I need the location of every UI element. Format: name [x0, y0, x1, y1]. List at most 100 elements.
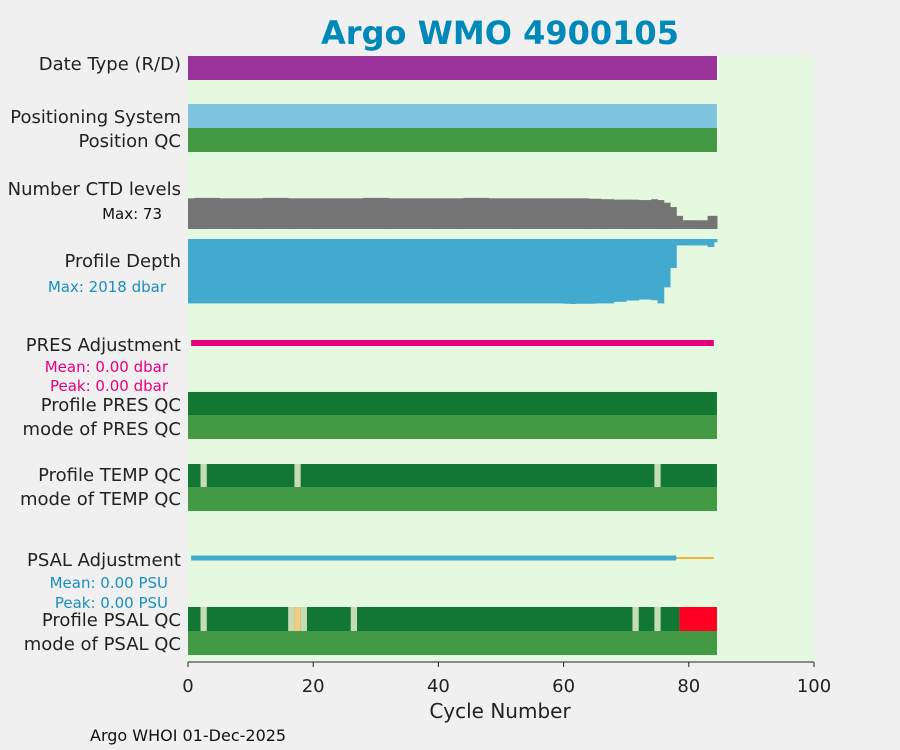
depth-bar	[713, 239, 718, 243]
ctd-bar	[670, 207, 677, 229]
ctd-bar	[657, 200, 665, 229]
row-mark-psal_qc	[654, 607, 661, 631]
row-flag-psal_qc	[679, 607, 717, 631]
depth-bar	[594, 239, 608, 304]
depth-bar	[707, 239, 715, 248]
ctd-bar	[488, 198, 515, 229]
depth-bar	[551, 239, 565, 304]
ctd-max-label: Max: 73	[102, 205, 162, 223]
ctd-bar	[688, 220, 696, 229]
x-tick-label: 60	[552, 676, 575, 697]
ctd-bar	[644, 200, 652, 229]
x-tick-label: 80	[677, 676, 700, 697]
depth-bar	[569, 239, 577, 304]
ctd-label: Number CTD levels	[8, 179, 181, 200]
ctd-bar	[638, 200, 646, 229]
qc-rows	[188, 56, 717, 655]
ctd-bar	[288, 198, 314, 229]
x-tick-label: 40	[427, 676, 450, 697]
row-label-pos_sys: Positioning System	[10, 107, 181, 128]
psal-adj-label: PSAL Adjustment	[27, 550, 181, 571]
psal-adj-peak: Peak: 0.00 PSU	[55, 594, 168, 612]
ctd-bar	[695, 220, 702, 229]
x-axis: 0 20 40 60 80 100	[182, 661, 831, 697]
pres-adj-label: PRES Adjustment	[26, 335, 181, 356]
depth-bar	[563, 239, 571, 304]
ctd-bar	[338, 198, 364, 229]
ctd-bar	[713, 215, 718, 229]
ctd-bar	[513, 198, 540, 229]
row-mark-psal_qc	[300, 607, 307, 631]
row-mark-temp_qc	[200, 464, 207, 487]
row-label-pres_qc: Profile PRES QC	[41, 395, 181, 416]
ctd-bar	[601, 199, 615, 229]
depth-bar	[188, 239, 252, 304]
depth-bar	[501, 239, 552, 304]
x-tick-label: 0	[182, 676, 193, 697]
row-bar-pres_mode	[188, 415, 717, 439]
ctd-bar	[219, 198, 239, 229]
ctd-bar	[588, 198, 602, 229]
row-label-pres_mode: mode of PRES QC	[23, 419, 181, 440]
ctd-bar	[463, 197, 489, 229]
ctd-bar	[676, 215, 684, 229]
ctd-bar	[651, 199, 658, 229]
row-mark-psal_qc	[350, 607, 358, 631]
row-label-pos_qc: Position QC	[78, 131, 181, 152]
depth-bar	[576, 239, 596, 304]
ctd-bar	[438, 198, 464, 229]
depth-bar	[670, 239, 677, 268]
ctd-bar	[563, 198, 590, 229]
row-mark-temp_qc	[654, 464, 661, 487]
ctd-levels-series	[188, 197, 718, 229]
ctd-bar	[626, 199, 640, 229]
ctd-bar	[538, 198, 565, 229]
depth-bar	[701, 239, 709, 246]
depth-max-label: Max: 2018 dbar	[48, 278, 167, 296]
ctd-bar	[663, 202, 671, 229]
depth-bar	[663, 239, 671, 288]
depth-bar	[613, 239, 627, 302]
row-mark-psal_qc	[294, 607, 301, 631]
depth-bar	[607, 239, 615, 304]
pres-adj-peak: Peak: 0.00 dbar	[50, 377, 169, 395]
x-tick-label: 100	[797, 676, 831, 697]
pres-adj-mean: Mean: 0.00 dbar	[45, 358, 169, 376]
row-bar-pos_sys	[188, 104, 717, 128]
depth-bar	[688, 239, 702, 246]
ctd-bar	[194, 197, 202, 229]
row-bar-pres_qc	[188, 392, 717, 415]
ctd-bar	[613, 199, 627, 229]
ctd-bar	[363, 197, 389, 229]
row-bar-date_type	[188, 56, 717, 80]
row-bar-temp_mode	[188, 487, 717, 511]
profile-depth-series	[188, 239, 718, 304]
depth-bar	[651, 239, 658, 301]
ctd-bar	[388, 198, 414, 229]
chart-title: Argo WMO 4900105	[321, 14, 679, 52]
row-label-temp_mode: mode of TEMP QC	[20, 489, 181, 510]
row-bar-temp_qc	[188, 464, 717, 487]
row-mark-psal_qc	[632, 607, 639, 631]
row-label-psal_qc: Profile PSAL QC	[42, 610, 181, 631]
psal-adj-mean: Mean: 0.00 PSU	[50, 574, 168, 592]
row-mark-psal_qc	[288, 607, 295, 631]
row-mark-psal_qc	[200, 607, 207, 631]
depth-label: Profile Depth	[64, 251, 181, 272]
row-bar-psal_mode	[188, 631, 717, 655]
depth-bar	[638, 239, 652, 300]
depth-bar	[676, 239, 690, 246]
depth-bar	[626, 239, 640, 301]
row-bar-pos_qc	[188, 128, 717, 152]
ctd-bar	[263, 197, 289, 229]
adjustment-series	[191, 340, 714, 561]
ctd-bar	[200, 197, 220, 229]
x-tick-label: 20	[302, 676, 325, 697]
ctd-bar	[188, 198, 195, 229]
footer-credit: Argo WHOI 01-Dec-2025	[90, 726, 287, 745]
depth-bar	[657, 239, 665, 304]
x-axis-label: Cycle Number	[429, 699, 571, 723]
ctd-bar	[707, 215, 715, 229]
plot-background	[188, 56, 717, 662]
